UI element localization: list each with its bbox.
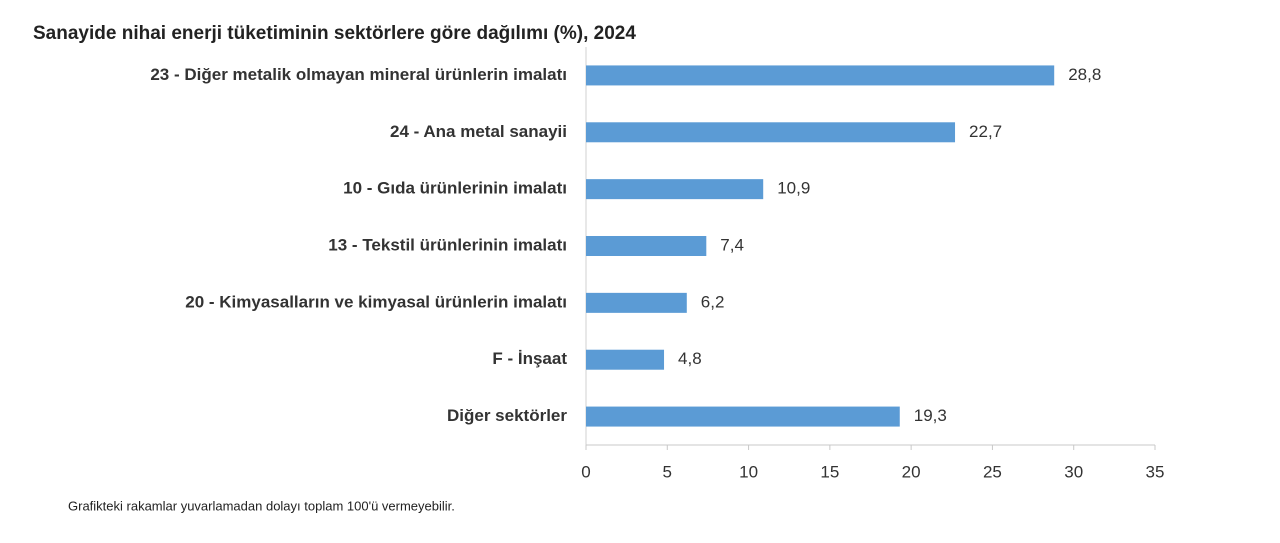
y-tick-label: 23 - Diğer metalik olmayan mineral ürünl…	[150, 65, 567, 84]
x-tick-label: 0	[581, 462, 590, 481]
x-tick-label: 20	[902, 462, 921, 481]
bar	[586, 179, 764, 200]
data-label: 4,8	[678, 349, 702, 368]
x-tick-label: 30	[1064, 462, 1083, 481]
bar	[586, 236, 707, 256]
x-tick-label: 10	[739, 462, 758, 481]
y-tick-label: Diğer sektörler	[447, 406, 567, 425]
bar	[586, 292, 687, 313]
data-label: 19,3	[914, 406, 947, 425]
data-label: 7,4	[720, 235, 744, 254]
y-tick-label: 13 - Tekstil ürünlerinin imalatı	[328, 235, 567, 254]
data-label: 22,7	[969, 122, 1002, 141]
data-label: 10,9	[777, 179, 810, 198]
y-tick-label: F - İnşaat	[492, 349, 567, 368]
bar	[586, 349, 665, 370]
y-tick-label: 20 - Kimyasalların ve kimyasal ürünlerin…	[185, 292, 567, 311]
bar	[586, 406, 900, 427]
bar	[586, 122, 956, 143]
x-tick-label: 5	[663, 462, 672, 481]
x-tick-label: 35	[1146, 462, 1165, 481]
data-label: 28,8	[1068, 65, 1101, 84]
y-tick-label: 10 - Gıda ürünlerinin imalatı	[343, 179, 567, 198]
chart-title: Sanayide nihai enerji tüketiminin sektör…	[33, 23, 636, 44]
x-tick-label: 25	[983, 462, 1002, 481]
data-label: 6,2	[701, 292, 725, 311]
y-tick-label: 24 - Ana metal sanayii	[390, 122, 567, 141]
footnote: Grafikteki rakamlar yuvarlamadan dolayı …	[68, 498, 455, 513]
x-tick-label: 15	[820, 462, 839, 481]
bar	[586, 65, 1055, 86]
